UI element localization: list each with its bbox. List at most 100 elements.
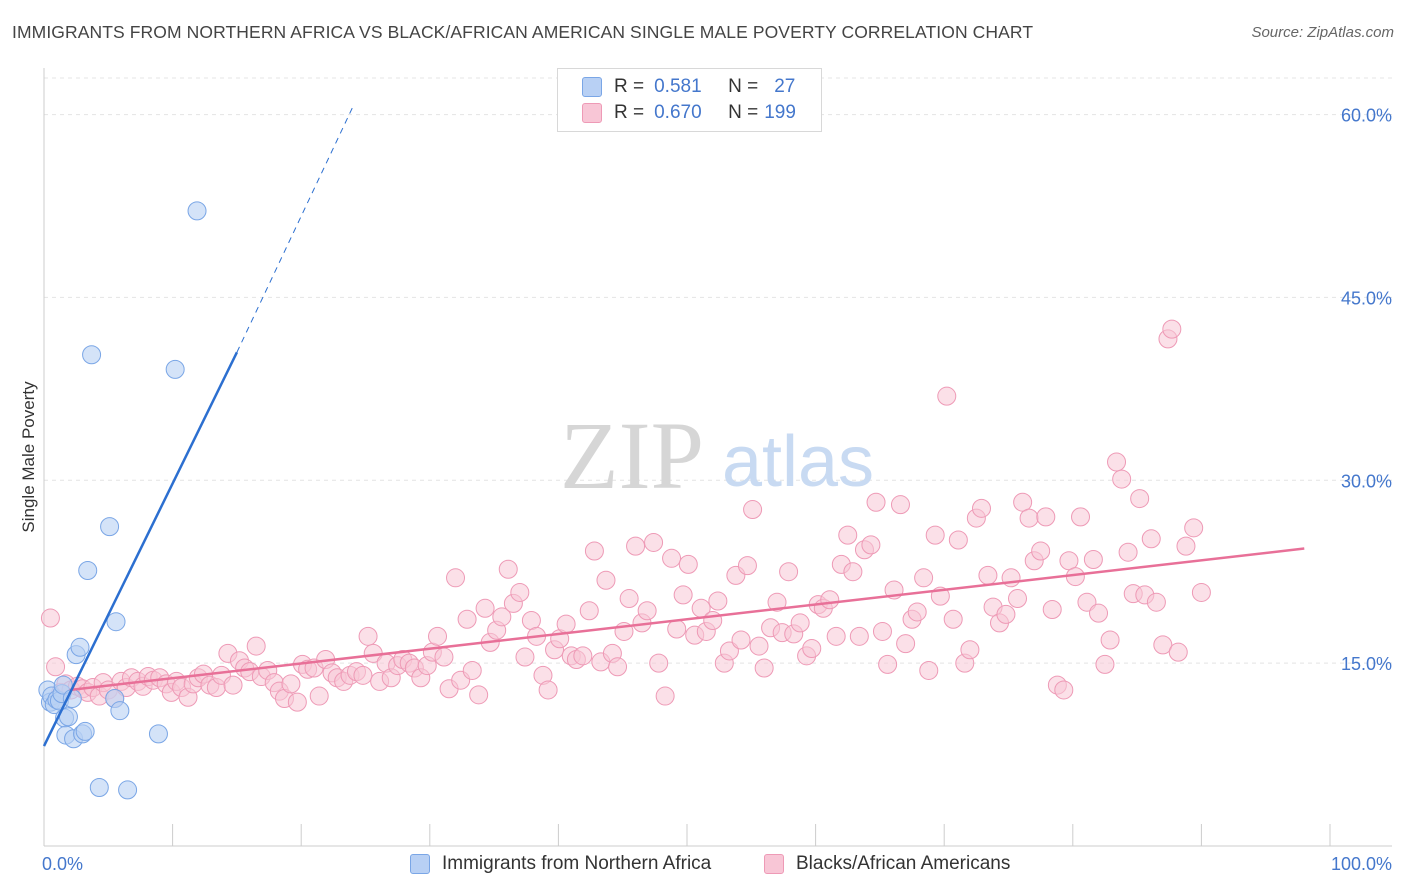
- pink-series-points: [40, 319, 1211, 712]
- blue-swatch: [582, 77, 602, 97]
- pink-data-point: [866, 492, 886, 512]
- pink-data-point: [667, 619, 687, 639]
- pink-data-point: [767, 592, 787, 612]
- watermark-atlas: atlas: [722, 422, 874, 502]
- bottom-legend-label: Immigrants from Northern Africa: [442, 853, 712, 874]
- pink-data-point: [1083, 550, 1103, 570]
- pink-data-point: [861, 535, 881, 555]
- legend-r-label: R =: [614, 102, 645, 123]
- pink-data-point: [820, 590, 840, 610]
- pink-data-point: [719, 641, 739, 661]
- pink-data-point: [498, 559, 518, 579]
- y-tick-label: 15.0%: [1341, 654, 1392, 674]
- pink-data-point: [1191, 582, 1211, 602]
- legend-n-label: N =: [728, 76, 759, 97]
- x-tick-label: 0.0%: [42, 854, 83, 874]
- y-tick-label: 30.0%: [1341, 471, 1392, 491]
- pink-data-point: [510, 582, 530, 602]
- pink-data-point: [457, 609, 477, 629]
- pink-data-point: [1162, 319, 1182, 339]
- trend-lines: [42, 107, 1305, 747]
- pink-data-point: [619, 589, 639, 609]
- blue-data-point: [89, 777, 109, 797]
- pink-data-point: [919, 660, 939, 680]
- chart-title: IMMIGRANTS FROM NORTHERN AFRICA VS BLACK…: [12, 22, 1034, 42]
- pink-data-point: [428, 626, 448, 646]
- pink-data-point: [749, 636, 769, 656]
- blue-trend-line: [42, 351, 239, 747]
- pink-data-point: [434, 647, 454, 667]
- pink-data-point: [849, 626, 869, 646]
- pink-data-point: [662, 548, 682, 568]
- pink-data-point: [960, 640, 980, 660]
- blue-data-point: [82, 345, 102, 365]
- pink-data-point: [673, 585, 693, 605]
- pink-data-point: [1112, 469, 1132, 489]
- legend-r-value: 0.670: [654, 102, 702, 123]
- source-credit: Source: ZipAtlas.com: [1251, 24, 1394, 41]
- pink-data-point: [246, 636, 266, 656]
- pink-data-point: [890, 495, 910, 515]
- pink-data-point: [925, 525, 945, 545]
- pink-data-point: [1071, 507, 1091, 527]
- pink-data-point: [1008, 589, 1028, 609]
- pink-data-point: [872, 621, 892, 641]
- pink-data-point: [655, 686, 675, 706]
- pink-data-point: [1184, 518, 1204, 538]
- pink-data-point: [703, 610, 723, 630]
- bottom-legend-item-pink: Blacks/African Americans: [764, 853, 1010, 875]
- pink-data-point: [914, 568, 934, 588]
- pink-data-point: [538, 680, 558, 700]
- pink-data-point: [790, 613, 810, 633]
- pink-swatch: [582, 103, 602, 123]
- pink-data-point: [1089, 603, 1109, 623]
- pink-data-point: [475, 598, 495, 618]
- legend-n-value: 199: [764, 102, 796, 123]
- pink-data-point: [743, 500, 763, 520]
- pink-data-point: [826, 626, 846, 646]
- pink-data-point: [521, 610, 541, 630]
- pink-swatch: [764, 854, 784, 874]
- pink-data-point: [353, 665, 373, 685]
- pink-data-point: [644, 532, 664, 552]
- pink-data-point: [996, 604, 1016, 624]
- pink-data-point: [1141, 529, 1161, 549]
- bottom-legend-item-blue: Immigrants from Northern Africa: [410, 853, 711, 875]
- pink-data-point: [281, 674, 301, 694]
- axes: [43, 68, 1392, 847]
- pink-data-point: [1146, 592, 1166, 612]
- blue-data-point: [70, 637, 90, 657]
- pink-data-point: [1031, 541, 1051, 561]
- blue-data-point: [148, 724, 168, 744]
- legend-n-value: 27: [774, 76, 796, 97]
- blue-data-point: [187, 201, 207, 221]
- pink-data-point: [802, 639, 822, 659]
- blue-data-point: [78, 560, 98, 580]
- pink-data-point: [46, 657, 66, 677]
- pink-data-point: [579, 601, 599, 621]
- pink-data-point: [596, 570, 616, 590]
- legend-row-blue: R = 0.581 N = 27: [582, 74, 795, 100]
- blue-swatch: [410, 854, 430, 874]
- pink-data-point: [1054, 680, 1074, 700]
- pink-data-point: [309, 686, 329, 706]
- legend-row-pink: R = 0.670 N = 199: [582, 100, 796, 126]
- pink-data-point: [492, 607, 512, 627]
- pink-trend-line: [69, 547, 1305, 692]
- blue-data-point: [118, 780, 138, 800]
- pink-data-point: [556, 614, 576, 634]
- blue-data-point: [100, 517, 120, 537]
- pink-data-point: [626, 536, 646, 556]
- pink-data-point: [978, 565, 998, 585]
- pink-data-point: [896, 634, 916, 654]
- pink-data-point: [731, 630, 751, 650]
- blue-data-point: [75, 721, 95, 741]
- pink-data-point: [608, 657, 628, 677]
- pink-data-point: [1013, 492, 1033, 512]
- pink-data-point: [573, 646, 593, 666]
- pink-data-point: [708, 591, 728, 611]
- legend-r-label: R =: [614, 76, 645, 97]
- pink-data-point: [1130, 489, 1150, 509]
- pink-data-point: [287, 692, 307, 712]
